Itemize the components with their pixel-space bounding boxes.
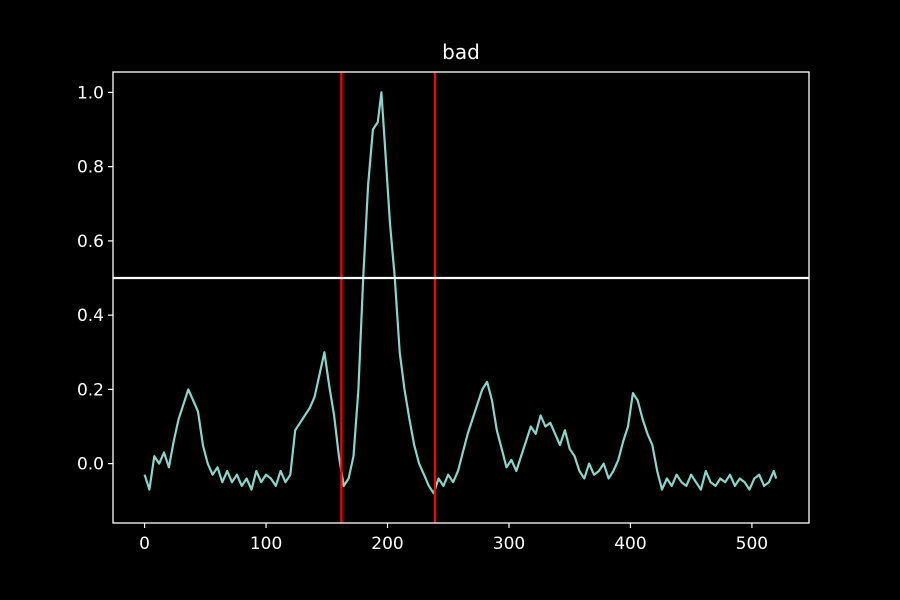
x-tick-label: 100 (250, 534, 282, 554)
y-axis: 0.0 0.2 0.4 0.6 0.8 1.0 (77, 83, 113, 475)
y-tick-label: 0.0 (77, 455, 104, 475)
x-tick-label: 300 (493, 534, 525, 554)
x-tick-label: 500 (736, 534, 768, 554)
y-tick-label: 1.0 (77, 83, 104, 103)
y-tick-label: 0.4 (77, 306, 104, 326)
y-tick-label: 0.6 (77, 232, 104, 252)
series-line-0 (143, 91, 778, 495)
plot-area (113, 72, 809, 523)
y-tick-label: 0.2 (77, 380, 104, 400)
chart-title: bad (442, 40, 480, 64)
y-tick-label: 0.8 (77, 158, 104, 178)
x-tick-label: 200 (371, 534, 403, 554)
x-tick-label: 0 (139, 534, 150, 554)
x-tick-label: 400 (614, 534, 646, 554)
x-axis: 0 100 200 300 400 500 (139, 523, 768, 554)
axes-frame (112, 71, 810, 524)
